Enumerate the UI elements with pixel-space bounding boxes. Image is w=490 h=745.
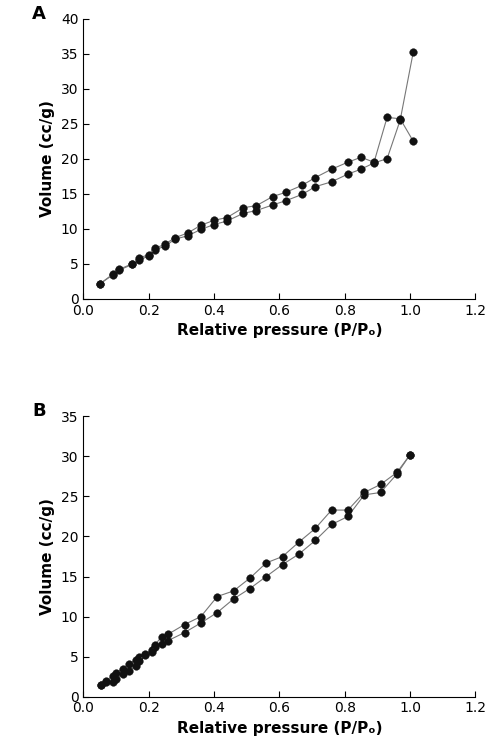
Text: A: A <box>32 4 46 22</box>
X-axis label: Relative pressure (P/Pₒ): Relative pressure (P/Pₒ) <box>176 323 382 338</box>
Y-axis label: Volume (cc/g): Volume (cc/g) <box>40 101 55 217</box>
Text: B: B <box>32 402 46 420</box>
X-axis label: Relative pressure (P/Pₒ): Relative pressure (P/Pₒ) <box>176 721 382 736</box>
Y-axis label: Volume (cc/g): Volume (cc/g) <box>40 498 55 615</box>
